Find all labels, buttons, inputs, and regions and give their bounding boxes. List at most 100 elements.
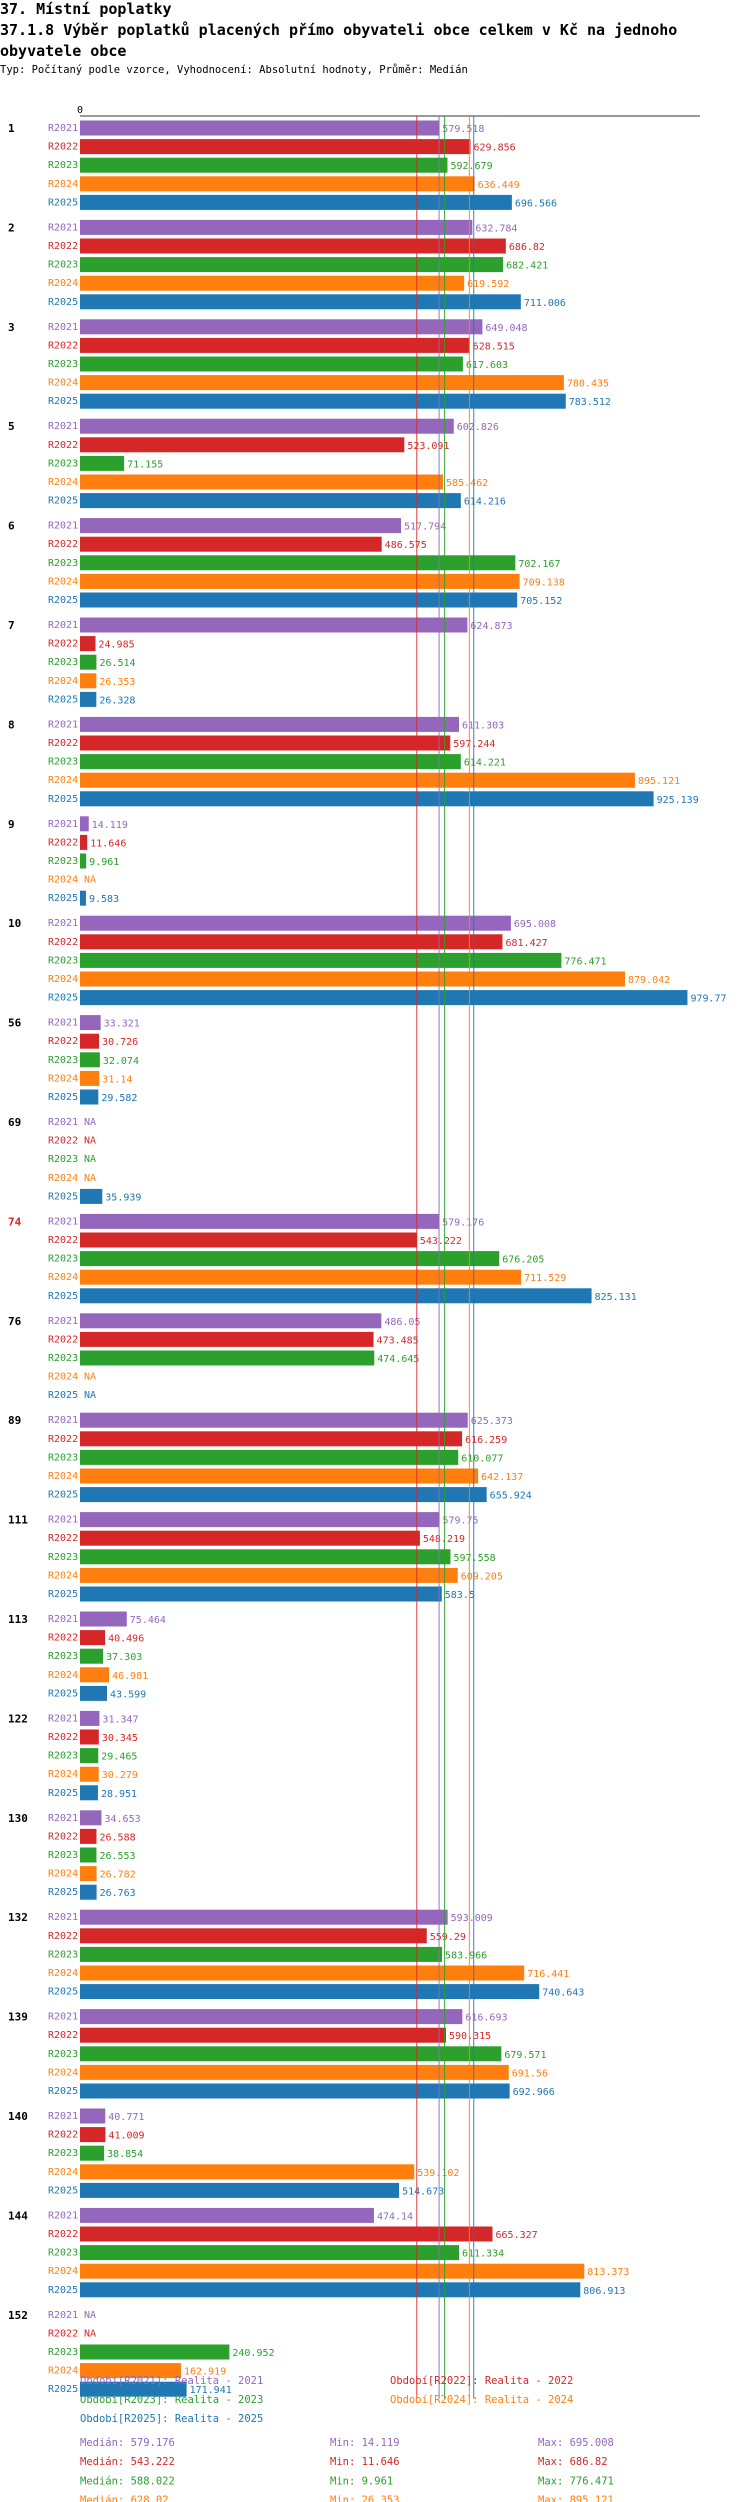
series-label: R2022 xyxy=(48,837,78,848)
na-label: NA xyxy=(84,875,96,886)
bar xyxy=(80,1667,110,1683)
bar xyxy=(80,536,382,552)
series-label: R2025 xyxy=(48,496,78,507)
series-label: R2025 xyxy=(48,2185,78,2196)
series-label: R2022 xyxy=(48,1633,78,1644)
group-label: 130 xyxy=(8,1812,28,1825)
stat-min: Min: 26.353 xyxy=(330,2495,400,2502)
group-label: 140 xyxy=(8,2110,28,2123)
series-label: R2024 xyxy=(48,2266,78,2277)
value-label: 879.042 xyxy=(628,975,670,986)
series-label: R2024 xyxy=(48,2167,78,2178)
bar xyxy=(80,1089,99,1105)
bar xyxy=(80,1828,97,1844)
value-label: 35.939 xyxy=(105,1192,141,1203)
value-label: 705.152 xyxy=(520,596,562,607)
series-label: R2023 xyxy=(48,1154,78,1165)
bar xyxy=(80,319,483,335)
bar xyxy=(80,1729,99,1745)
value-label: 585.462 xyxy=(446,478,488,489)
series-label: R2024 xyxy=(48,2366,78,2377)
series-label: R2021 xyxy=(48,2012,78,2023)
stat-median: Medián: 543.222 xyxy=(80,2456,175,2468)
series-label: R2023 xyxy=(48,458,78,469)
bar xyxy=(80,2064,509,2080)
bar xyxy=(80,1648,104,1664)
series-label: R2022 xyxy=(48,1235,78,1246)
series-label: R2021 xyxy=(48,719,78,730)
bar xyxy=(80,2083,510,2099)
value-label: 629.856 xyxy=(474,143,516,154)
bar xyxy=(80,139,471,155)
value-label: 616.693 xyxy=(465,2013,507,2024)
group-label: 132 xyxy=(8,1911,28,1924)
bar xyxy=(80,2009,463,2025)
value-label: 695.008 xyxy=(514,919,556,930)
series-label: R2023 xyxy=(48,1850,78,1861)
series-label: R2022 xyxy=(48,1434,78,1445)
bar xyxy=(80,1331,374,1347)
bar xyxy=(80,2182,400,2198)
series-label: R2024 xyxy=(48,477,78,488)
bar xyxy=(80,1847,97,1863)
series-label: R2021 xyxy=(48,2111,78,2122)
value-label: 29.582 xyxy=(101,1093,137,1104)
value-label: 474.645 xyxy=(377,1354,419,1365)
bar xyxy=(80,592,518,608)
bar xyxy=(80,915,511,931)
series-label: R2021 xyxy=(48,123,78,134)
series-label: R2023 xyxy=(48,1254,78,1265)
bar xyxy=(80,418,454,434)
series-label: R2022 xyxy=(48,738,78,749)
bar xyxy=(80,1884,97,1900)
bar xyxy=(80,573,520,589)
value-label: 616.259 xyxy=(465,1435,507,1446)
value-label: 614.216 xyxy=(464,497,506,508)
group-label: 89 xyxy=(8,1414,21,1427)
value-label: 925.139 xyxy=(657,795,699,806)
series-label: R2025 xyxy=(48,2086,78,2097)
stat-max: Max: 686.82 xyxy=(538,2456,608,2468)
group-label: 74 xyxy=(8,1215,22,1228)
series-label: R2021 xyxy=(48,1614,78,1625)
na-label: NA xyxy=(84,1372,96,1383)
bar xyxy=(80,673,97,689)
na-label: NA xyxy=(84,1136,96,1147)
group-label: 69 xyxy=(8,1116,21,1129)
group-label: 122 xyxy=(8,1712,28,1725)
series-label: R2023 xyxy=(48,558,78,569)
value-label: 26.514 xyxy=(99,658,135,669)
series-label: R2021 xyxy=(48,421,78,432)
value-label: 583.966 xyxy=(445,1950,487,1961)
bar xyxy=(80,890,86,906)
series-label: R2025 xyxy=(48,396,78,407)
value-label: 716.441 xyxy=(527,1969,569,1980)
group-label: 144 xyxy=(8,2209,28,2222)
series-label: R2025 xyxy=(48,1092,78,1103)
bar xyxy=(80,772,635,788)
stat-min: Min: 9.961 xyxy=(330,2475,393,2487)
group-label: 113 xyxy=(8,1613,28,1626)
group-label: 6 xyxy=(8,520,15,533)
series-label: R2024 xyxy=(48,2067,78,2078)
series-label: R2023 xyxy=(48,856,78,867)
value-label: 592.679 xyxy=(450,161,492,172)
group-label: 3 xyxy=(8,321,15,334)
bar xyxy=(80,157,448,173)
series-label: R2024 xyxy=(48,1372,78,1383)
bar xyxy=(80,2207,374,2223)
bar xyxy=(80,716,460,732)
series-label: R2025 xyxy=(48,1390,78,1401)
value-label: 679.571 xyxy=(504,2050,546,2061)
value-label: 979.77 xyxy=(690,994,726,1005)
bar xyxy=(80,971,626,987)
series-label: R2023 xyxy=(48,1751,78,1762)
series-label: R2024 xyxy=(48,676,78,687)
legend-item: Období[R2025]: Realita - 2025 xyxy=(80,2413,263,2425)
value-label: 26.328 xyxy=(99,695,135,706)
value-label: 26.353 xyxy=(99,677,135,688)
series-label: R2023 xyxy=(48,1552,78,1563)
bar xyxy=(80,1530,420,1546)
bar xyxy=(80,1685,108,1701)
series-label: R2021 xyxy=(48,222,78,233)
